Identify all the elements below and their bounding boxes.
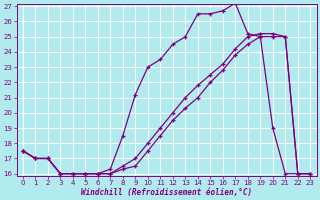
X-axis label: Windchill (Refroidissement éolien,°C): Windchill (Refroidissement éolien,°C) (81, 188, 252, 197)
